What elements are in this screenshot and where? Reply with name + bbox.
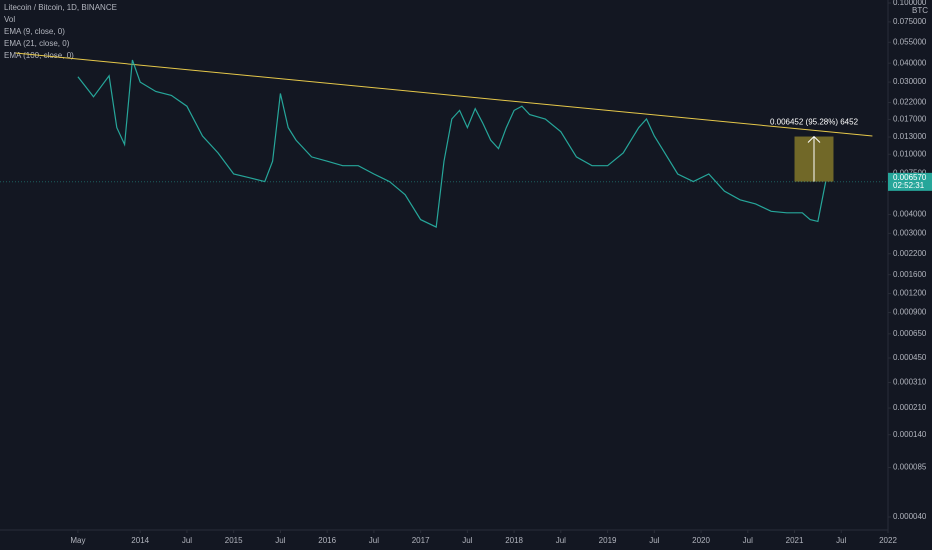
y-tick-label: 0.100000: [893, 0, 927, 7]
y-tick-label: 0.004000: [893, 210, 927, 219]
measure-arrowhead: [807, 135, 821, 143]
y-tick-label: 0.010000: [893, 149, 927, 158]
x-tick-label: 2021: [786, 536, 804, 545]
y-tick-label: 0.055000: [893, 37, 927, 46]
x-tick-label: Jul: [836, 536, 846, 545]
y-tick-label: 0.030000: [893, 77, 927, 86]
indicator: EMA (9, close, 0): [4, 27, 65, 36]
last-price-label: 0.006570: [893, 173, 927, 182]
x-tick-label: Jul: [649, 536, 659, 545]
measure-label: 0.006452 (95.28%) 6452: [770, 118, 859, 127]
x-tick-label: 2014: [131, 536, 149, 545]
y-tick-label: 0.001600: [893, 270, 927, 279]
indicator: Vol: [4, 15, 15, 24]
y-tick-label: 0.002200: [893, 249, 927, 258]
y-tick-label: 0.000450: [893, 353, 927, 362]
y-tick-label: 0.022000: [893, 98, 927, 107]
x-tick-label: Jul: [275, 536, 285, 545]
y-tick-label: 0.000140: [893, 430, 927, 439]
x-tick-label: Jul: [182, 536, 192, 545]
y-tick-label: 0.000650: [893, 329, 927, 338]
x-tick-label: Jul: [743, 536, 753, 545]
x-tick-label: Jul: [369, 536, 379, 545]
y-unit: BTC: [912, 6, 928, 15]
trendline: [15, 52, 873, 137]
y-tick-label: 0.017000: [893, 115, 927, 124]
x-tick-label: 2019: [599, 536, 617, 545]
x-tick-label: 2016: [318, 536, 336, 545]
y-tick-label: 0.000040: [893, 512, 927, 521]
x-tick-label: Jul: [462, 536, 472, 545]
x-tick-label: Jul: [556, 536, 566, 545]
x-tick-label: 2022: [879, 536, 897, 545]
y-tick-label: 0.040000: [893, 58, 927, 67]
x-tick-label: 2018: [505, 536, 523, 545]
y-tick-label: 0.000310: [893, 378, 927, 387]
x-tick-label: 2020: [692, 536, 710, 545]
y-tick-label: 0.075000: [893, 17, 927, 26]
x-tick-label: 2017: [412, 536, 430, 545]
y-tick-label: 0.000085: [893, 463, 927, 472]
y-tick-label: 0.001200: [893, 289, 927, 298]
x-tick-label: May: [70, 536, 85, 545]
y-tick-label: 0.007500: [893, 168, 927, 177]
y-tick-label: 0.000210: [893, 403, 927, 412]
y-tick-label: 0.013000: [893, 132, 927, 141]
y-tick-label: 0.003000: [893, 228, 927, 237]
last-price-badge: [888, 172, 932, 191]
countdown: 02:52:31: [893, 181, 925, 190]
y-tick-label: 0.000900: [893, 308, 927, 317]
price-line: [77, 59, 827, 229]
chart-title: Litecoin / Bitcoin, 1D, BINANCE: [4, 3, 117, 12]
x-tick-label: 2015: [225, 536, 243, 545]
indicator: EMA (21, close, 0): [4, 39, 70, 48]
